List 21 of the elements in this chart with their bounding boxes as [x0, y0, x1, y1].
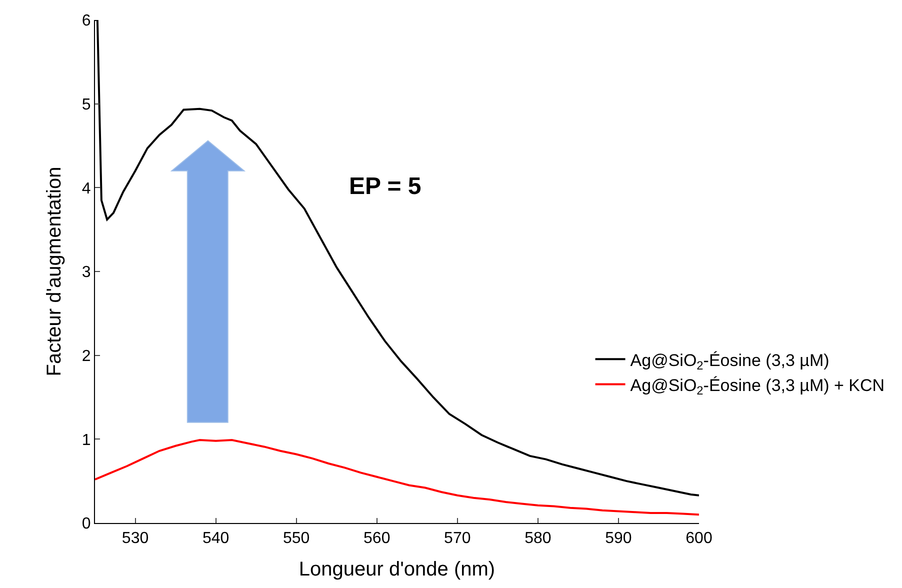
x-tick-label: 550 — [282, 530, 310, 548]
x-tick-label: 590 — [605, 530, 632, 548]
y-tick-label: 3 — [82, 264, 91, 282]
x-axis-title: Longueur d'onde (nm) — [298, 558, 496, 581]
y-tick-label: 0 — [82, 516, 91, 533]
line-series — [95, 439, 699, 516]
y-tick-label: 5 — [82, 96, 91, 114]
y-tick-label: 2 — [82, 348, 91, 365]
legend-label: Ag@SiO$_{2}$-Éosine (3,3 µM) — [630, 350, 830, 372]
y-tick-label: 4 — [82, 180, 91, 198]
x-tick-label: 600 — [686, 530, 712, 548]
legend-label: Ag@SiO$_{2}$-Éosine (3,3 µM) + KCN — [630, 376, 885, 398]
annotation: EP = 5 — [349, 173, 422, 200]
x-tick-label: 560 — [364, 530, 390, 548]
x-tick-label: 540 — [202, 530, 230, 548]
y-tick-label: 1 — [82, 432, 91, 449]
x-tick-label: 530 — [122, 530, 149, 548]
x-tick-label: 580 — [524, 530, 552, 548]
x-tick-label: 570 — [444, 530, 471, 548]
y-axis-title: Facteur d'augmentation — [43, 166, 66, 376]
y-tick-label: 6 — [82, 12, 91, 30]
